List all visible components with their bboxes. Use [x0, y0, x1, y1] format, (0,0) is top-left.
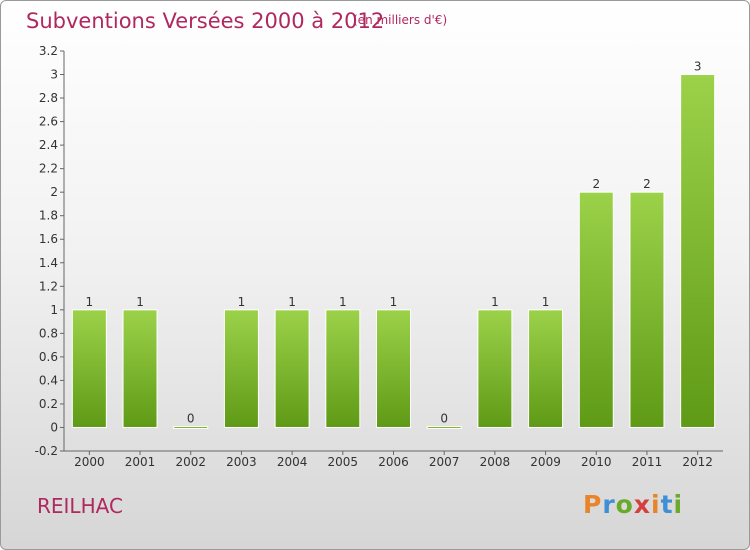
logo-letter: x: [633, 490, 651, 519]
y-tick-label: 1.2: [39, 279, 58, 293]
bar: [376, 309, 411, 428]
bars: 1 1 0 1 1 1 1 0 1 1 2 2 3: [71, 60, 716, 429]
y-tick-label: 0.8: [39, 326, 58, 340]
x-tick-label: 2000: [74, 455, 105, 469]
bar: [578, 191, 614, 428]
logo-letter: i: [651, 490, 661, 519]
commune-name: REILHAC: [37, 494, 123, 518]
bar: [71, 309, 107, 428]
y-tick-label: 1.4: [39, 256, 58, 270]
logo-letter: i: [673, 490, 684, 519]
bar: [426, 425, 462, 429]
bar: [528, 309, 564, 428]
y-tick-label: 0.2: [39, 397, 58, 411]
y-tick-label: 3: [50, 68, 58, 82]
y-tick-label: 3.2: [39, 44, 58, 58]
bar-value-label: 1: [136, 295, 144, 309]
bar: [477, 309, 513, 428]
y-tick-label: -0.2: [35, 444, 58, 458]
x-tick-label: 2007: [429, 455, 460, 469]
y-tick-label: 0.4: [39, 373, 58, 387]
bar-value-label: 3: [694, 60, 702, 74]
y-tick-label: 2.4: [39, 138, 58, 152]
logo-letter: t: [660, 490, 674, 519]
bar-value-label: 2: [592, 177, 600, 191]
bar-value-label: 1: [86, 295, 94, 309]
bar: [274, 309, 310, 428]
logo-letter: o: [615, 490, 634, 519]
y-tick-label: 0.6: [39, 350, 58, 364]
y-tick-label: 0: [50, 420, 58, 434]
bar-value-label: 1: [288, 295, 296, 309]
bar-value-label: 1: [542, 295, 550, 309]
chart-unit: (en milliers d'€): [353, 13, 448, 27]
x-tick-label: 2012: [682, 455, 713, 469]
x-tick-label: 2002: [175, 455, 206, 469]
x-tick-label: 2011: [632, 455, 663, 469]
x-tick-label: 2009: [530, 455, 561, 469]
y-tick-label: 2.8: [39, 91, 58, 105]
chart-title: Subventions Versées 2000 à 2012: [26, 9, 385, 33]
bar-value-label: 0: [440, 411, 448, 425]
logo-letter: P: [583, 490, 603, 519]
proxiti-logo: Proxiti: [583, 490, 683, 519]
bar-value-label: 1: [339, 295, 347, 309]
bar: [680, 74, 716, 428]
x-tick-label: 2001: [125, 455, 156, 469]
x-axis: 2000 2001 2002 2003 2004 2005 2006 2007 2008 2009…: [74, 451, 713, 469]
bar: [122, 309, 158, 428]
x-tick-label: 2006: [378, 455, 409, 469]
bar: [629, 191, 665, 428]
bar-value-label: 2: [643, 177, 651, 191]
x-tick-label: 2003: [226, 455, 257, 469]
y-tick-label: 2.2: [39, 162, 58, 176]
bar-value-label: 0: [187, 411, 195, 425]
x-tick-label: 2005: [328, 455, 359, 469]
x-tick-label: 2010: [581, 455, 612, 469]
logo-letter: r: [602, 490, 616, 519]
bar: [325, 309, 361, 428]
bar-value-label: 1: [491, 295, 499, 309]
x-tick-label: 2008: [480, 455, 511, 469]
y-axis: -0.2 0 0.2 0.4 0.6 0.8 1 1.2 1.4 1.6 1.8 2 2.2 2.4 2.6…: [35, 44, 723, 458]
bar: [173, 425, 209, 429]
bar-value-label: 1: [238, 295, 246, 309]
y-tick-label: 2: [50, 185, 58, 199]
x-tick-label: 2004: [277, 455, 308, 469]
bar-value-label: 1: [390, 295, 398, 309]
y-tick-label: 1.8: [39, 209, 58, 223]
y-tick-label: 2.6: [39, 115, 58, 129]
bar: [223, 309, 259, 428]
y-tick-label: 1: [50, 303, 58, 317]
y-tick-label: 1.6: [39, 232, 58, 246]
